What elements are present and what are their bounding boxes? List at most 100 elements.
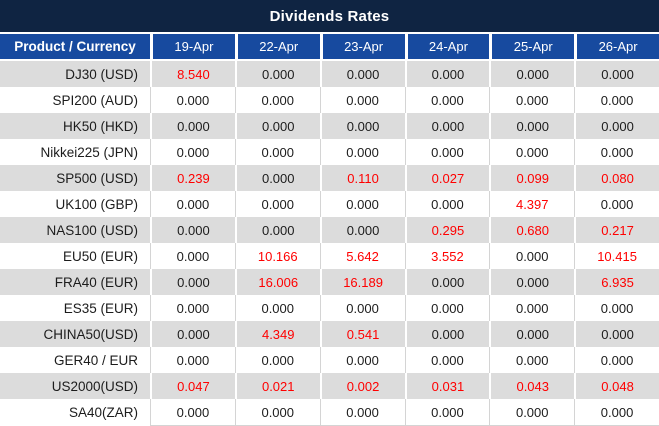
value-cell: 0.000	[150, 269, 235, 295]
table-row: HK50 (HKD) 0.000 0.000 0.000 0.000 0.000 0.000	[0, 113, 659, 139]
value-cell: 0.000	[319, 347, 405, 373]
value-cell: 0.000	[150, 191, 235, 217]
value-cell: 0.002	[319, 373, 405, 399]
value-cell: 0.000	[319, 295, 405, 321]
value-cell: 0.047	[150, 373, 235, 399]
value-cell: 0.000	[489, 243, 574, 269]
page-title: Dividends Rates	[269, 7, 390, 25]
value-cell: 0.110	[319, 165, 405, 191]
value-cell: 0.000	[234, 87, 320, 113]
table-row: GER40 / EUR 0.000 0.000 0.000 0.000 0.000 0.00…	[0, 347, 659, 373]
value-cell: 0.000	[150, 399, 235, 425]
table-row: ES35 (EUR) 0.000 0.000 0.000 0.000 0.000 0.000	[0, 295, 659, 321]
value-cell: 0.000	[574, 113, 659, 139]
value-cell: 3.552	[404, 243, 490, 269]
value-cell: 0.000	[234, 217, 320, 243]
table-row: UK100 (GBP) 0.000 0.000 0.000 0.000 4.397 0.00…	[0, 191, 659, 217]
value-cell: 0.000	[150, 139, 235, 165]
table-row: SA40(ZAR) 0.000 0.000 0.000 0.000 0.000 0.000	[0, 399, 659, 425]
value-cell: 0.000	[319, 191, 405, 217]
table-body: DJ30 (USD) 8.540 0.000 0.000 0.000 0.000 0.000…	[0, 61, 659, 426]
value-cell: 0.000	[489, 61, 575, 87]
product-cell: EU50 (EUR)	[62, 248, 138, 264]
column-header-date-1: 19-Apr	[150, 34, 235, 59]
value-cell: 4.349	[234, 321, 320, 347]
value-cell: 0.000	[574, 321, 659, 347]
value-cell: 0.000	[489, 87, 574, 113]
value-cell: 0.000	[234, 165, 320, 191]
value-cell: 0.000	[319, 87, 405, 113]
table-row: EU50 (EUR) 0.000 10.166 5.642 3.552 0.000 10.4…	[0, 243, 659, 269]
product-cell: DJ30 (USD)	[0, 61, 150, 87]
value-cell: 0.000	[234, 191, 320, 217]
value-cell: 0.000	[150, 347, 235, 373]
value-cell: 0.080	[574, 165, 659, 191]
value-cell: 0.217	[574, 217, 659, 243]
table-row: US2000(USD) 0.047 0.021 0.002 0.031 0.043 0.04…	[0, 373, 659, 399]
value-cell: 0.239	[150, 165, 235, 191]
value-cell: 0.000	[404, 191, 490, 217]
table-row: SPI200 (AUD) 0.000 0.000 0.000 0.000 0.000 0.0…	[0, 87, 659, 113]
value-cell: 10.415	[574, 243, 659, 269]
value-cell: 0.000	[404, 113, 490, 139]
value-cell: 0.000	[574, 191, 659, 217]
header-row: Product / Currency 19-Apr 22-Apr 23-Apr …	[0, 34, 659, 59]
value-cell: 16.006	[234, 269, 320, 295]
value-cell: 0.000	[404, 347, 490, 373]
value-cell: 0.000	[404, 295, 490, 321]
value-cell: 0.000	[150, 295, 235, 321]
table-row: FRA40 (EUR) 0.000 16.006 16.189 0.000 0.000 6.…	[0, 269, 659, 295]
value-cell: 0.000	[234, 139, 320, 165]
value-cell: 0.000	[150, 243, 235, 269]
value-cell: 0.000	[404, 321, 490, 347]
value-cell: 0.021	[234, 373, 320, 399]
value-cell: 0.048	[574, 373, 659, 399]
value-cell: 0.680	[489, 217, 575, 243]
value-cell: 5.642	[319, 243, 405, 269]
value-cell: 0.027	[404, 165, 490, 191]
column-header-date-4: 24-Apr	[404, 34, 490, 59]
value-cell: 0.000	[150, 321, 235, 347]
value-cell: 0.000	[234, 347, 320, 373]
value-cell: 8.540	[150, 61, 235, 87]
value-cell: 0.000	[574, 139, 659, 165]
value-cell: 0.000	[574, 295, 659, 321]
value-cell: 0.000	[150, 217, 235, 243]
value-cell: 10.166	[234, 243, 320, 269]
column-header-date-2: 22-Apr	[234, 34, 320, 59]
title-bar: Dividends Rates	[0, 0, 659, 32]
column-header-date-5: 25-Apr	[489, 34, 575, 59]
value-cell: 0.031	[404, 373, 490, 399]
column-header-date-3: 23-Apr	[319, 34, 405, 59]
value-cell: 0.000	[234, 61, 320, 87]
column-header-product: Product / Currency	[0, 34, 150, 59]
value-cell: 16.189	[319, 269, 405, 295]
value-cell: 0.000	[489, 321, 575, 347]
product-cell: US2000(USD)	[0, 373, 150, 399]
table-row: CHINA50(USD) 0.000 4.349 0.541 0.000 0.000 0.0…	[0, 321, 659, 347]
value-cell: 0.541	[319, 321, 405, 347]
product-cell: UK100 (GBP)	[55, 196, 138, 212]
product-cell: HK50 (HKD)	[0, 113, 150, 139]
product-cell: ES35 (EUR)	[63, 300, 138, 316]
product-cell: SA40(ZAR)	[68, 404, 138, 420]
value-cell: 0.000	[404, 399, 490, 425]
value-cell: 0.000	[150, 87, 235, 113]
value-cell: 0.000	[489, 269, 575, 295]
value-cell: 0.043	[489, 373, 575, 399]
value-cell: 0.000	[319, 399, 405, 425]
value-cell: 0.295	[404, 217, 490, 243]
value-cell: 0.000	[574, 87, 659, 113]
product-cell: Nikkei225 (JPN)	[40, 144, 138, 160]
value-cell: 4.397	[489, 191, 574, 217]
value-cell: 0.000	[574, 399, 659, 425]
value-cell: 0.099	[489, 165, 575, 191]
value-cell: 0.000	[234, 295, 320, 321]
value-cell: 0.000	[489, 399, 574, 425]
table-row: NAS100 (USD) 0.000 0.000 0.000 0.295 0.680 0.2…	[0, 217, 659, 243]
product-cell: NAS100 (USD)	[0, 217, 150, 243]
value-cell: 0.000	[150, 113, 235, 139]
value-cell: 0.000	[489, 295, 574, 321]
product-cell: FRA40 (EUR)	[0, 269, 150, 295]
